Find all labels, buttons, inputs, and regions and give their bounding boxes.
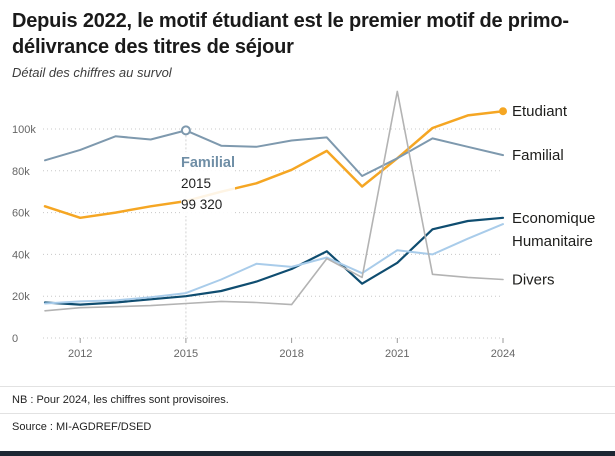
y-tick-label: 0 <box>12 333 18 345</box>
line-chart-container[interactable]: 0 20k 40k 60k 80k 100k 2012 2015 2018 2021 2024 Etu… <box>12 86 603 391</box>
y-tick-label: 80k <box>12 166 30 178</box>
line-chart[interactable]: 0 20k 40k 60k 80k 100k 2012 2015 2018 2021 2024 Etu… <box>12 86 603 386</box>
divider-top <box>0 386 615 387</box>
x-tick-label: 2015 <box>174 348 198 360</box>
source-note: Source : MI-AGDREF/DSED <box>12 421 152 433</box>
series-label-familial: Familial <box>512 147 564 164</box>
x-tick-label: 2012 <box>68 348 92 360</box>
x-tick-label: 2021 <box>385 348 409 360</box>
y-tick-label: 20k <box>12 291 30 303</box>
y-tick-label: 100k <box>12 124 36 136</box>
divider-bottom <box>0 413 615 414</box>
end-dot-etudiant <box>499 107 507 116</box>
series-line-economique[interactable] <box>43 216 505 306</box>
chart-subtitle: Détail des chiffres au survol <box>12 65 172 80</box>
bottom-bar <box>0 451 615 456</box>
series-line-familial[interactable] <box>44 129 504 177</box>
x-tick-label: 2024 <box>491 348 515 360</box>
footnote: NB : Pour 2024, les chiffres sont provis… <box>12 394 229 406</box>
series-label-economique: Economique <box>512 210 595 227</box>
y-tick-label: 40k <box>12 249 30 261</box>
series-line-etudiant[interactable] <box>43 109 505 220</box>
series-label-etudiant: Etudiant <box>512 103 568 120</box>
hover-marker <box>180 125 191 136</box>
series-line-humanitaire[interactable] <box>44 223 504 305</box>
x-tick-label: 2018 <box>279 348 303 360</box>
chart-card: Depuis 2022, le motif étudiant est le pr… <box>12 10 603 386</box>
series-line-divers[interactable] <box>44 90 504 312</box>
series-label-divers: Divers <box>512 272 555 289</box>
y-tick-label: 60k <box>12 208 30 220</box>
chart-area[interactable]: 0 20k 40k 60k 80k 100k 2012 2015 2018 2021 2024 Etu… <box>12 86 603 386</box>
chart-title: Depuis 2022, le motif étudiant est le pr… <box>12 10 569 58</box>
series-label-humanitaire: Humanitaire <box>512 233 593 250</box>
